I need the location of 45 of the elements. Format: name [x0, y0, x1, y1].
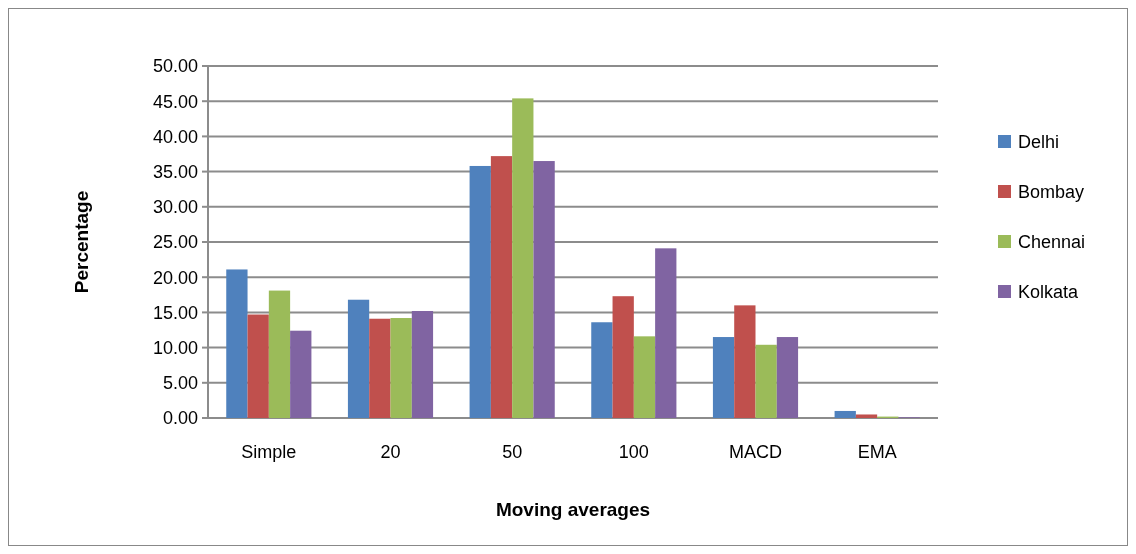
bar [369, 318, 391, 418]
y-axis-title: Percentage [71, 190, 92, 294]
y-tick-label: 20.00 [152, 267, 198, 288]
bar [734, 305, 756, 418]
bar [834, 410, 856, 418]
x-tick-label: 50 [502, 442, 523, 462]
bar [290, 330, 312, 418]
bar [390, 318, 412, 418]
y-tick-label: 25.00 [152, 232, 198, 253]
x-tick-label: 20 [380, 442, 401, 462]
y-tick-label: 15.00 [152, 302, 198, 323]
y-tick-label: 45.00 [152, 91, 198, 112]
bar [247, 314, 269, 418]
bar [655, 248, 677, 418]
bar [633, 336, 656, 418]
x-tick-label: MACD [729, 442, 782, 462]
x-axis-title: Moving averages [495, 499, 651, 520]
bar [591, 322, 613, 418]
bar [612, 296, 634, 418]
y-tick-label: 50.00 [152, 56, 198, 77]
bar [776, 337, 799, 418]
bar [855, 414, 878, 418]
bar [411, 310, 434, 418]
x-tick-label: 100 [618, 442, 649, 462]
bar [512, 98, 534, 418]
bar [226, 269, 248, 418]
y-tick-label: 0.00 [162, 408, 198, 429]
bar [347, 299, 370, 418]
bar [490, 156, 513, 418]
bar [469, 165, 491, 418]
x-tick-label: Simple [241, 442, 297, 462]
y-tick-label: 5.00 [162, 373, 198, 394]
bar [268, 290, 291, 418]
y-tick-label: 10.00 [152, 337, 198, 358]
y-tick-label: 35.00 [152, 161, 198, 182]
legend-label: Bombay [1018, 182, 1085, 203]
legend-label: Delhi [1018, 132, 1060, 153]
y-tick-label: 40.00 [152, 126, 198, 147]
legend-label: Kolkata [1018, 282, 1080, 303]
x-tick-label: EMA [857, 442, 897, 462]
y-tick-label: 30.00 [152, 197, 198, 218]
bar [533, 161, 555, 418]
bar [755, 344, 777, 418]
bar [712, 337, 735, 418]
legend-label: Chennai [1018, 232, 1086, 253]
